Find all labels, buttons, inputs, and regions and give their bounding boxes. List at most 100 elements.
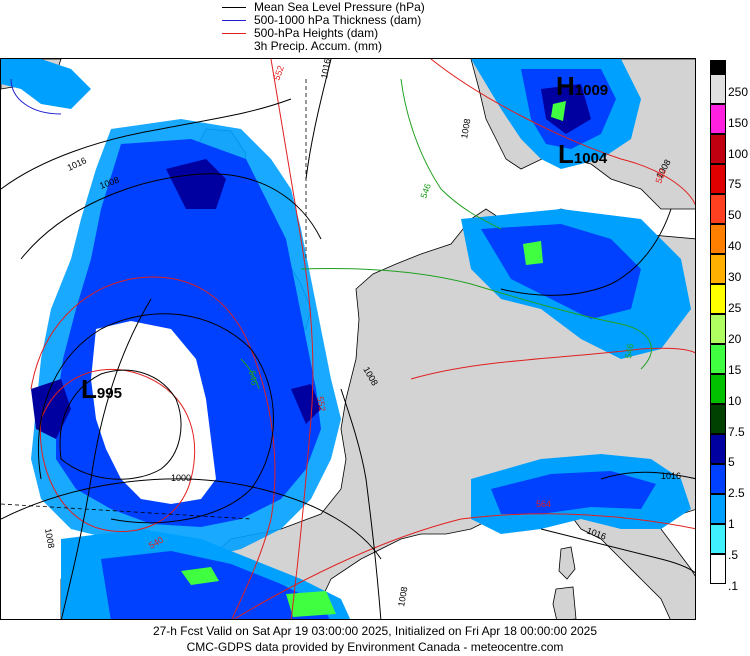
heights-label-564: 564 [536,499,551,509]
precip-dark-3 [291,384,321,424]
scale-label-7-5: 7.5 [728,425,745,439]
heights-swatch [222,33,246,34]
low-symbol: L [81,374,97,404]
scale-box-100 [710,104,726,134]
scale-label-10: 10 [728,394,742,408]
low-center-995: L995 [81,374,122,405]
thickness-label-546-n: 546 [418,182,433,200]
isobar-4 [59,369,182,480]
thickness-546-north [400,78,502,230]
data-credit-text: CMC-GDPS data provided by Environment Ca… [186,640,564,654]
precip-north-dark [541,84,591,134]
heights-552-se [410,347,695,380]
precip-color-scale [710,60,728,620]
scale-box-75 [710,134,726,164]
thickness-546-central [300,268,652,370]
precip-nw-corner [1,59,91,109]
legend-label-precip: 3h Precip. Accum. (mm) [254,39,383,53]
scale-box-2-5 [710,434,726,464]
scale-box-30 [710,224,726,254]
scale-label-0-1: .1 [728,579,739,593]
scale-box-250 [710,60,726,74]
isobars [1,59,695,619]
high-value: 1009 [574,82,609,99]
low-value: 995 [96,385,122,402]
scale-box-20 [710,284,726,314]
land-sardinia [552,586,577,619]
isobar-8 [540,528,695,574]
high-center-1009: H1009 [556,71,608,102]
scale-box-1 [710,464,726,494]
scale-box-7-5 [710,374,726,404]
precip-south-inner [101,551,330,619]
isobar-label-1000: 1000 [171,473,191,483]
scale-box-5 [710,404,726,434]
low-center-1004: L1004 [558,139,607,170]
thickness-blue-nw [10,78,62,115]
grid-dashed [1,79,307,520]
thickness-label-546-c: 546 [247,370,259,387]
thickness-546-inner [240,358,260,390]
isobar-9 [500,208,672,296]
heights-552-east [270,59,314,619]
scale-label-50: 50 [728,208,742,222]
thickness-contours [240,78,652,390]
scale-box-40 [710,194,726,224]
scale-label-75: 75 [728,177,742,191]
isobar-5 [1,478,382,560]
scale-label-150: 150 [728,116,749,130]
scale-box-15 [710,314,726,344]
precip-north-green [551,101,566,121]
low-symbol: L [558,139,574,169]
isobar-label-1016-w: 1016 [66,155,88,173]
isobar-label-1008-n: 1008 [459,118,472,139]
isobar-11 [60,298,152,619]
map-canvas: 1016 1008 1016 1008 1008 1000 1008 1016 … [1,59,695,619]
scale-box-25 [710,254,726,284]
precip-south-green-1 [181,567,219,585]
heights-label-552-n: 552 [271,64,286,82]
scale-label-40: 40 [728,239,742,253]
heights-label-552-c: 552 [315,396,327,413]
isobar-2 [20,173,322,260]
scale-label-5: 5 [728,455,735,469]
legend-label-mslp: Mean Sea Level Pressure (hPa) [254,0,425,14]
heights-label-552-ne: 552 [653,167,668,185]
isobar-label-1008-s: 1008 [43,528,56,549]
legend-label-heights: 500-hPa Heights (dam) [254,26,379,40]
scale-box-0-5 [710,494,726,524]
isobar-label-1016-se: 1016 [661,471,681,481]
low-value: 1004 [573,150,608,167]
scale-label-250: 250 [728,85,749,99]
scale-label-0-5: .5 [728,548,739,562]
isobar-label-1016-n: 1016 [319,59,332,79]
precip-alps-inner [491,471,656,514]
isobar-6 [340,388,382,619]
mslp-swatch [222,7,246,8]
scale-box-none [710,554,726,584]
scale-label-1: 1 [728,517,735,531]
scale-box-0-1 [710,524,726,554]
weather-map: 1016 1008 1016 1008 1008 1000 1008 1016 … [0,58,696,620]
scale-box-10 [710,344,726,374]
isobar-7 [600,471,695,480]
isobar-1 [1,98,292,190]
legend-label-thickness: 500-1000 hPa Thickness (dam) [254,13,422,27]
heights-552-ne [430,59,695,206]
scale-label-20: 20 [728,332,742,346]
thickness-blue [10,78,62,115]
precip-baltic-inner [481,224,641,319]
isobar-label-1008-bot: 1008 [396,586,409,607]
precip-clear-slot [91,321,216,504]
scale-label-25: 25 [728,301,742,315]
forecast-valid-text: 27-h Fcst Valid on Sat Apr 19 03:00:00 2… [152,624,598,638]
isobar-10 [305,59,332,180]
land-corsica [558,546,576,580]
heights-564 [233,513,695,619]
high-symbol: H [556,71,575,101]
isobar-3 [38,313,274,524]
scale-box-150 [710,74,726,104]
scale-box-50 [710,164,726,194]
thickness-swatch [222,20,246,21]
precip-shading [1,59,691,619]
